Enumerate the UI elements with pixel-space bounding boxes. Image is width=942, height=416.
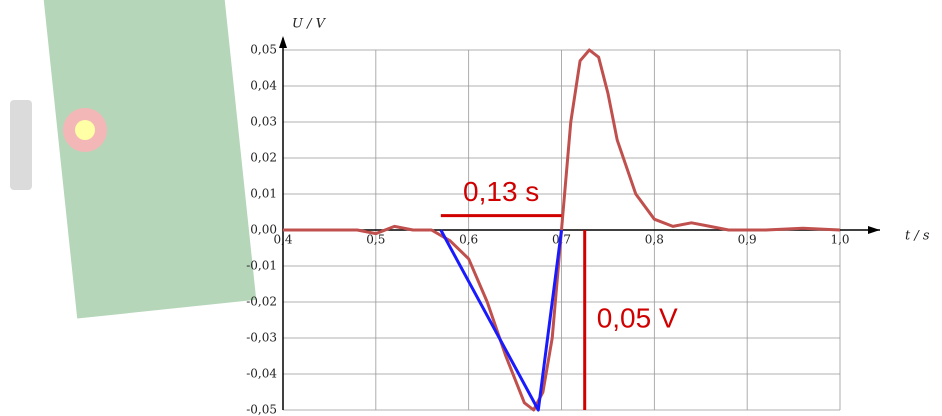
x-tick-label: 0,8	[645, 233, 664, 247]
y-tick-label: -0,03	[246, 331, 277, 345]
board	[42, 0, 257, 319]
y-tick-label: 0,01	[250, 187, 277, 201]
line	[283, 48, 841, 412]
annotation-label: 0,05 V	[597, 302, 678, 333]
y-tick-label: -0,01	[246, 259, 277, 273]
y-tick-label: 0,02	[250, 151, 277, 165]
x-tick-label: 0,9	[738, 233, 757, 247]
y-tick-label: -0,04	[246, 367, 277, 381]
x-axis-arrow	[868, 226, 880, 234]
y-tick-label: 0,03	[250, 115, 277, 129]
y-axis-arrow	[279, 36, 287, 48]
x-tick-label: 1,0	[830, 233, 849, 247]
target	[63, 108, 107, 152]
y-axis-title: U / V	[292, 17, 327, 32]
x-tick-label: 0,6	[459, 233, 478, 247]
background-image	[10, 0, 257, 319]
target-center	[75, 120, 95, 140]
y-tick-label: -0,02	[246, 295, 277, 309]
y-tick-label: -0,05	[246, 403, 277, 416]
annotation-label: 0,13 s	[463, 176, 539, 207]
device	[10, 100, 32, 190]
y-tick-label: 0,00	[250, 223, 277, 237]
x-axis-title: t / s	[905, 229, 930, 244]
triangle-line	[439, 229, 563, 412]
x-tick-label: 0,5	[366, 233, 385, 247]
y-tick-label: 0,05	[250, 43, 277, 57]
y-tick-label: 0,04	[250, 79, 277, 93]
